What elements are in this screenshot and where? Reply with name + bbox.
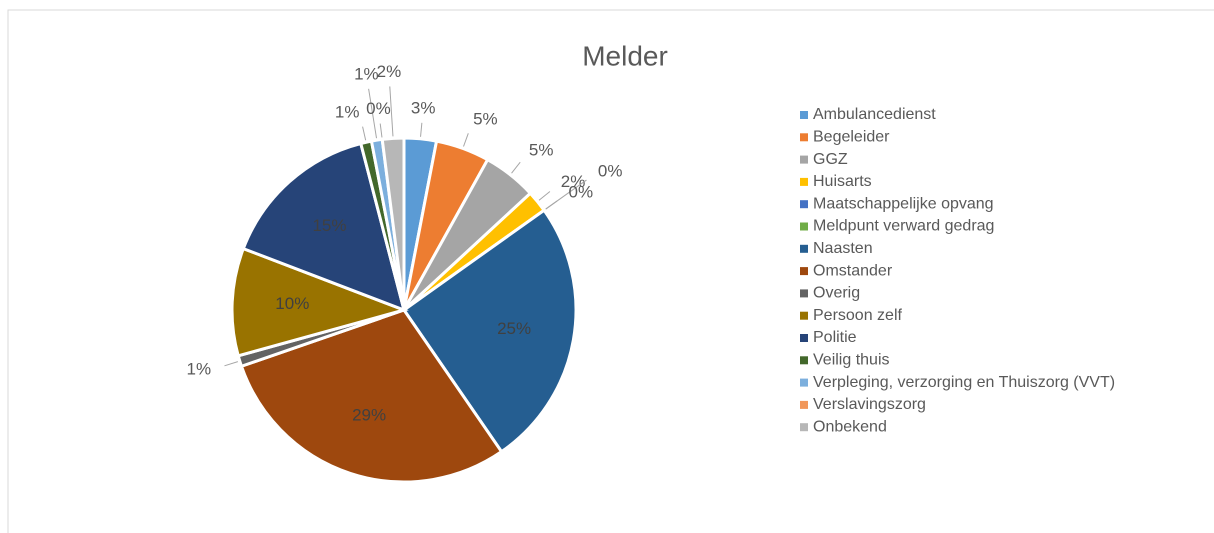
legend-label: Begeleider [813,129,890,146]
legend-swatch [800,111,808,119]
data-label: 2% [377,62,402,81]
legend-label: Verpleging, verzorging en Thuiszorg (VVT… [813,374,1115,391]
legend-swatch [800,423,808,432]
data-label: 25% [497,319,531,338]
pie-slice [380,136,406,311]
data-label: 2% [561,172,586,191]
leader-line [224,361,238,367]
leader-line [362,126,367,141]
chart-title: Melder [582,40,668,71]
legend-label: Omstander [813,262,893,279]
data-label: 0% [366,99,391,118]
data-label: 10% [275,294,309,313]
legend-swatch [800,311,808,320]
pie-slice [239,308,504,484]
legend-swatch [800,400,808,409]
pie-slice [401,208,578,454]
legend-swatch [800,177,808,186]
legend-label: Huisarts [813,173,872,190]
legend-label: Maatschappelijke opvang [813,195,994,212]
legend-label: Onbekend [813,418,887,435]
leader-line [511,161,521,174]
leader-line [463,133,469,147]
data-label: 1% [187,359,212,378]
leader-line [368,88,378,139]
legend-label: Veilig thuis [813,352,890,369]
leader-line [538,191,551,201]
data-label: 15% [312,216,346,235]
legend-swatch [800,244,808,253]
pie-slice [230,246,409,358]
data-label: 0% [569,182,594,201]
leader-line [545,200,558,210]
leader-line [389,86,394,137]
legend-label: Naasten [813,240,873,257]
data-label: 0% [598,161,623,180]
data-label: 3% [411,98,436,117]
data-label: 1% [335,102,360,121]
legend-label: Overig [813,285,860,302]
data-label: 1% [354,64,379,83]
chart-border [7,9,1214,533]
legend-label: Persoon zelf [813,307,902,324]
legend-swatch [800,378,808,387]
legend-swatch [800,289,808,298]
legend-swatch [800,222,808,231]
legend-swatch [800,267,808,276]
legend-swatch [800,155,808,164]
legend-swatch [800,334,808,342]
legend-swatch [800,133,808,142]
leader-line [420,122,423,137]
legend-swatch [800,356,808,365]
data-label: 5% [529,141,554,160]
legend-label: Meldpunt verward gedrag [813,218,994,235]
legend-label: GGZ [813,151,848,168]
data-label: 29% [352,406,386,425]
data-label: 5% [473,110,498,129]
legend-swatch [800,200,808,209]
leader-line [379,123,383,138]
legend-label: Politie [813,329,857,346]
legend-label: Verslavingszorg [813,396,926,413]
pie-slice [241,141,407,313]
legend-label: Ambulancedienst [813,106,936,123]
